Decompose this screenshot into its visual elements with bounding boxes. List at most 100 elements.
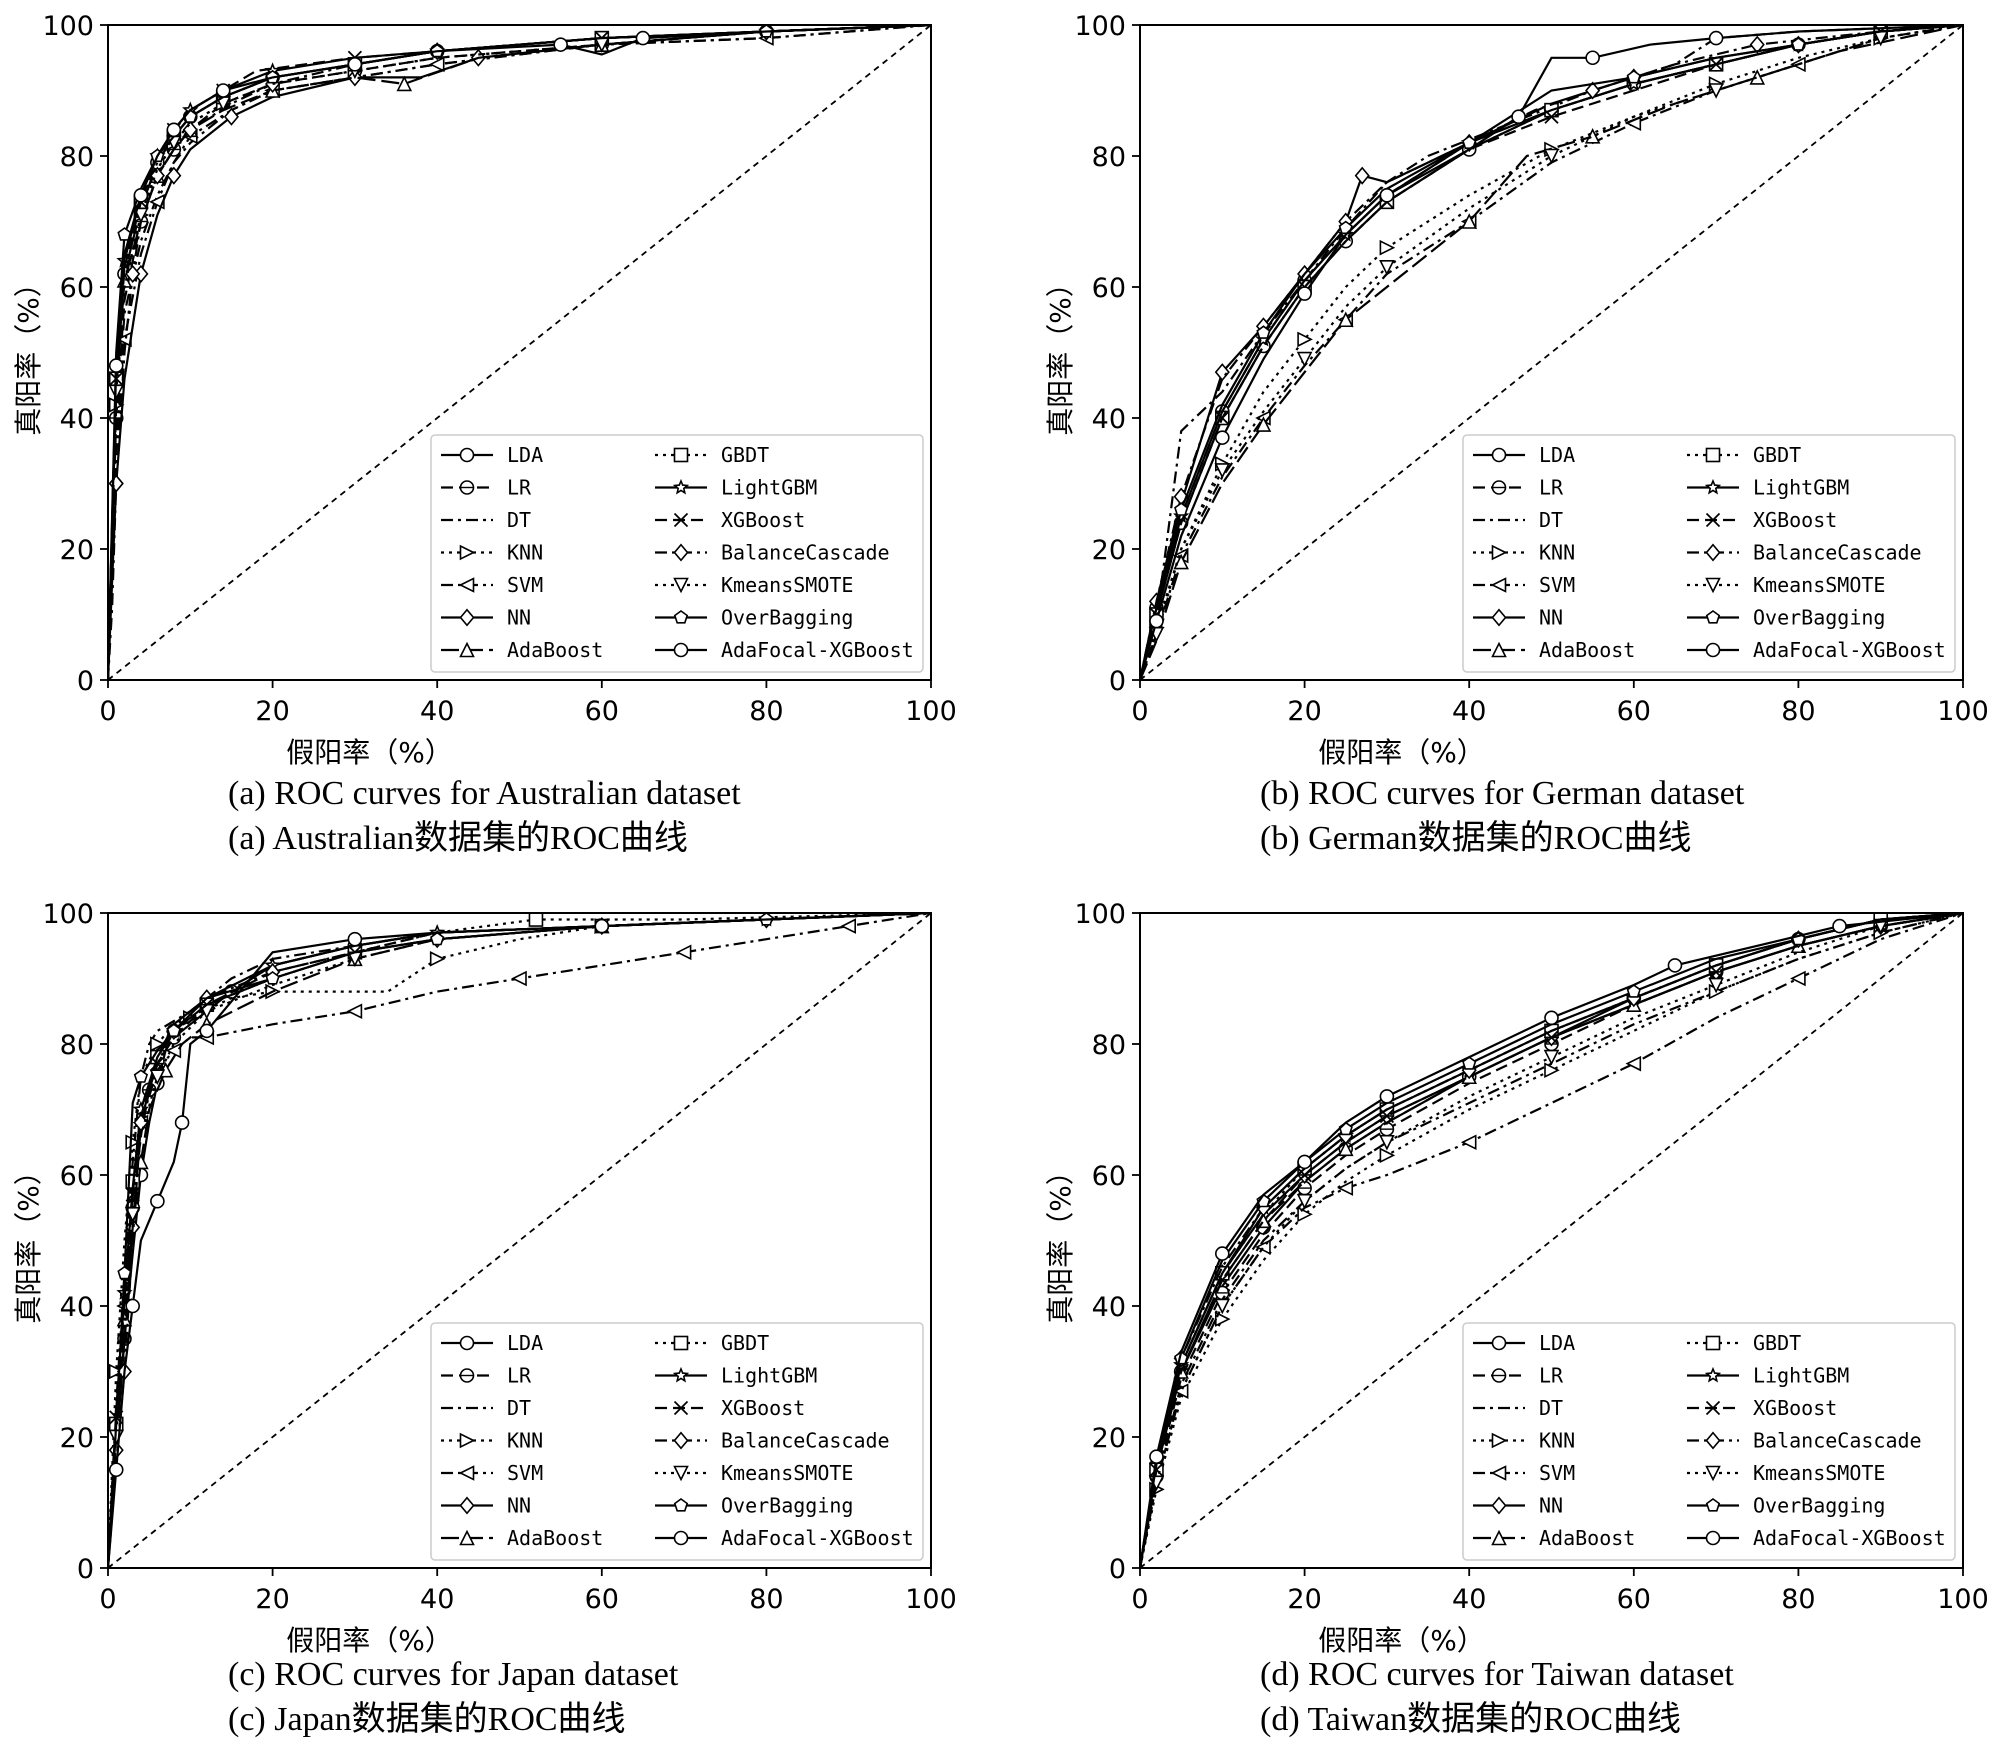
- y-tick-label: 80: [60, 142, 94, 173]
- legend-label: XGBoost: [1753, 1396, 1837, 1420]
- legend-label: GBDT: [1753, 1331, 1801, 1355]
- marker-knn: [1379, 239, 1396, 256]
- caption-chinese: (b) German数据集的ROC曲线: [1260, 819, 1692, 857]
- plot-frame: [1139, 24, 1964, 681]
- marker-overbagging: [133, 1069, 149, 1083]
- marker-svm: [165, 1042, 182, 1059]
- marker-overbagging: [1626, 69, 1641, 84]
- legend-marker-gbdt: [673, 1335, 689, 1351]
- marker-adafocal-xgboost: [1511, 109, 1526, 124]
- chart-panel-b: 0 20 40 60 80 100020406080100假阳率（%）真阳率（%）LDAL…: [1044, 11, 1989, 857]
- marker-adafocal-xgboost: [1585, 50, 1600, 66]
- marker-overbagging: [1626, 984, 1641, 998]
- legend-label: BalanceCascade: [1753, 1429, 1922, 1453]
- legend-label: NN: [507, 606, 531, 630]
- y-tick-label: 0: [77, 666, 94, 697]
- legend-marker-overbagging: [1705, 610, 1721, 624]
- series-line-svm: [1140, 913, 1963, 1568]
- marker-kmeanssmote: [1708, 977, 1724, 994]
- legend-label: AdaBoost: [1539, 638, 1635, 662]
- legend-marker-balancecascade: [1705, 1431, 1721, 1450]
- legend-label: NN: [1539, 606, 1563, 630]
- marker-balancecascade: [1749, 35, 1765, 54]
- x-axis-label: 假阳率（%）: [286, 736, 453, 769]
- legend-label: GBDT: [1753, 443, 1801, 467]
- y-tick-label: 80: [1092, 142, 1126, 173]
- marker-knn: [429, 951, 446, 967]
- y-axis-label: 真阳率（%）: [1044, 1157, 1077, 1324]
- legend-label: DT: [1539, 1396, 1563, 1420]
- marker-knn: [1544, 1062, 1560, 1078]
- legend-label: LightGBM: [1753, 476, 1849, 500]
- marker-svm: [428, 56, 445, 73]
- legend-label: LR: [1539, 476, 1564, 500]
- legend-marker-balancecascade: [1705, 543, 1721, 562]
- x-tick-label: 80: [1781, 1584, 1815, 1615]
- legend: LDA LR DT KNN SVM NN AdaBoost GBDT LightGBM XGBoo…: [430, 434, 924, 673]
- marker-adafocal-xgboost: [1149, 1449, 1164, 1464]
- caption-chinese: (d) Taiwan数据集的ROC曲线: [1260, 1700, 1681, 1738]
- marker-adaboost: [396, 75, 413, 92]
- x-tick-label: 80: [749, 696, 783, 727]
- y-tick-label: 40: [1092, 404, 1126, 435]
- legend-marker-balancecascade: [673, 543, 689, 562]
- chart-panel-c: 0 20 40 60 80 100020406080100假阳率（%）真阳率（%）LDAL…: [12, 899, 957, 1738]
- y-tick-label: 60: [60, 273, 94, 304]
- legend-marker-nn: [459, 608, 475, 627]
- legend-marker-lda: [1491, 1335, 1507, 1351]
- y-tick-label: 80: [1092, 1030, 1126, 1061]
- marker-knn: [1379, 1147, 1396, 1164]
- legend-marker-balancecascade: [673, 1431, 689, 1450]
- marker-adaboost: [1461, 213, 1477, 229]
- legend-marker-gbdt: [1705, 1335, 1721, 1351]
- marker-adafocal-xgboost: [166, 122, 182, 138]
- x-tick-label: 40: [420, 696, 454, 727]
- legend-label: XGBoost: [721, 1396, 805, 1420]
- x-tick-label: 80: [1781, 696, 1815, 727]
- marker-adafocal-xgboost: [215, 83, 231, 98]
- legend-label: KmeansSMOTE: [1753, 573, 1885, 597]
- legend-marker-kmeanssmote: [1705, 577, 1721, 594]
- marker-kmeanssmote: [1214, 1298, 1231, 1315]
- marker-gbdt: [528, 913, 544, 927]
- marker-xgboost: [1297, 1167, 1312, 1183]
- legend-label: BalanceCascade: [721, 1429, 890, 1453]
- y-axis-label: 真阳率（%）: [12, 269, 45, 436]
- legend-label: LDA: [507, 1331, 543, 1355]
- series-curves: [108, 25, 931, 680]
- marker-kmeanssmote: [1214, 463, 1231, 479]
- marker-adafocal-xgboost: [1544, 1010, 1559, 1026]
- x-axis-label: 假阳率（%）: [286, 1624, 453, 1657]
- marker-overbagging: [166, 1023, 181, 1037]
- legend-label: LDA: [1539, 1331, 1575, 1355]
- legend-marker-knn: [459, 1432, 476, 1449]
- legend-marker-adaboost: [459, 1529, 475, 1546]
- marker-adafocal-xgboost: [1149, 613, 1164, 629]
- x-tick-label: 40: [1452, 1584, 1486, 1615]
- legend-label: KNN: [507, 1429, 543, 1453]
- marker-adafocal-xgboost: [150, 1193, 165, 1209]
- legend-marker-kmeanssmote: [1705, 1465, 1721, 1482]
- legend-marker-kmeanssmote: [673, 1465, 689, 1482]
- legend-label: KmeansSMOTE: [721, 1461, 853, 1485]
- legend-label: BalanceCascade: [1753, 541, 1922, 565]
- marker-adafocal-xgboost: [1297, 1154, 1312, 1170]
- y-tick-label: 20: [60, 1423, 94, 1454]
- marker-adafocal-xgboost: [1667, 958, 1683, 973]
- legend-marker-knn: [1491, 1432, 1508, 1449]
- marker-svm: [511, 970, 527, 987]
- legend-label: LightGBM: [721, 1364, 817, 1388]
- marker-overbagging: [1174, 502, 1189, 516]
- marker-svm: [675, 944, 692, 961]
- marker-svm: [1790, 970, 1806, 987]
- marker-adaboost: [1337, 311, 1354, 328]
- marker-svm: [1337, 1180, 1354, 1196]
- legend-label: LightGBM: [1753, 1364, 1849, 1388]
- marker-kmeanssmote: [1379, 260, 1395, 276]
- marker-svm: [346, 1003, 363, 1020]
- marker-kmeanssmote: [1708, 83, 1724, 99]
- legend-label: AdaBoost: [507, 1526, 603, 1550]
- legend-marker-knn: [1491, 544, 1508, 561]
- marker-svm: [1625, 1055, 1642, 1072]
- marker-svm: [1460, 1134, 1477, 1151]
